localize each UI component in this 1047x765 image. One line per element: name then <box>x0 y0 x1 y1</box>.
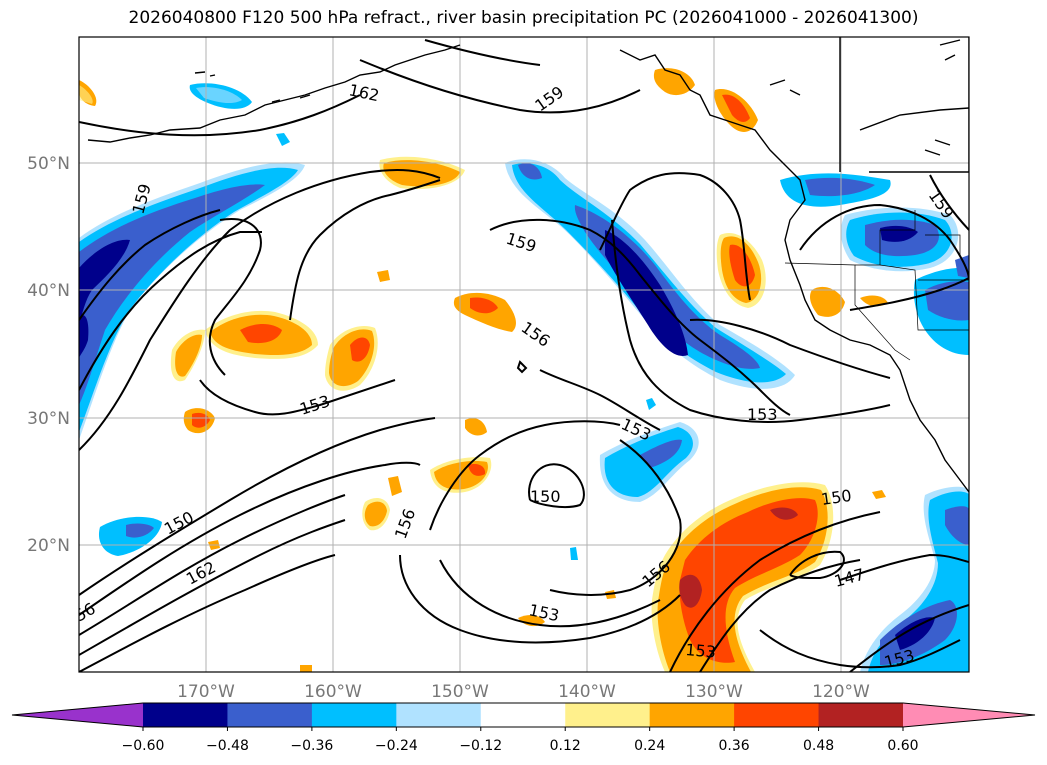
neg-patch-3b <box>126 523 154 538</box>
pos-patch-mid3c <box>350 337 370 362</box>
plot-frame <box>78 36 970 673</box>
pos-patch-mid1c <box>240 324 282 344</box>
colorbar <box>11 702 1036 731</box>
pos-patch-ak <box>653 68 695 96</box>
neg-patch-2 <box>276 133 290 146</box>
colorbar-swatch <box>734 703 820 727</box>
colorbar-tick-labels: −0.60 −0.48 −0.36 −0.24 −0.12 0.12 0.24 … <box>122 738 919 754</box>
neg-patch-8b <box>805 177 875 197</box>
contour-label: 150 <box>820 486 853 509</box>
neg-field-se-3 <box>945 506 969 545</box>
colorbar-tick-label: 0.60 <box>887 738 918 754</box>
colorbar-tick-label: −0.60 <box>122 738 165 754</box>
pos-patch-ne2 <box>810 286 845 317</box>
lat-label: 40°N <box>27 281 70 301</box>
neg-patch-1b <box>196 87 242 104</box>
neg-patch-11 <box>955 255 969 278</box>
colorbar-swatch <box>565 703 651 727</box>
colorbar-tick-label: −0.24 <box>375 738 418 754</box>
neg-patch-7 <box>570 547 578 560</box>
colorbar-extend-high <box>903 703 1035 727</box>
pos-patch-ne1c <box>729 244 755 287</box>
lon-label: 170°W <box>177 682 235 702</box>
pos-patch-mid4b <box>470 297 498 314</box>
contour-label: 153 <box>747 405 778 424</box>
pos-patch-mid5 <box>377 270 390 282</box>
colorbar-tick-label: −0.48 <box>206 738 249 754</box>
lat-axis-labels: 50°N 40°N 30°N 20°N <box>27 154 70 556</box>
refractivity-contours <box>79 39 969 672</box>
contour-label: 153 <box>685 640 717 662</box>
neg-field-west-4 <box>79 239 130 325</box>
colorbar-tick-label: 0.12 <box>550 738 581 754</box>
neg-field-se-5 <box>895 617 935 650</box>
neg-patch-6 <box>646 398 656 410</box>
pos-patch-mid14 <box>300 665 312 672</box>
lat-label: 30°N <box>27 409 70 429</box>
colorbar-swatch <box>311 703 397 727</box>
map-title: 2026040800 F120 500 hPa refract., river … <box>128 8 919 28</box>
lon-label: 120°W <box>812 682 870 702</box>
neg-patch-4 <box>518 163 542 180</box>
lon-label: 130°W <box>685 682 743 702</box>
lon-axis-labels: 170°W 160°W 150°W 140°W 130°W 120°W <box>177 682 870 702</box>
colorbar-tick-label: 0.36 <box>719 738 750 754</box>
pos-patch-mid8c <box>468 464 486 476</box>
lat-label: 20°N <box>27 536 70 556</box>
pos-patch-nw-b <box>79 85 93 104</box>
lon-label: 160°W <box>304 682 362 702</box>
neg-field-central-4 <box>605 230 688 356</box>
plot-area <box>79 37 969 672</box>
colorbar-extend-low <box>12 703 143 727</box>
pos-patch-se1 <box>872 490 886 499</box>
lat-label: 50°N <box>27 154 70 174</box>
pos-patch-mid2b <box>175 334 202 377</box>
state-borders <box>784 210 969 361</box>
neg-field-west-3 <box>79 184 265 405</box>
colorbar-swatch <box>396 703 482 727</box>
colorbar-tick-label: 0.48 <box>803 738 834 754</box>
pos-patch-mid10b <box>364 501 387 527</box>
neg-field-west-5 <box>79 315 89 358</box>
colorbar-tick-label: 0.24 <box>634 738 665 754</box>
neg-patch-5c <box>640 439 682 468</box>
pos-field-se-5 <box>770 507 798 520</box>
pos-patch-mid7 <box>465 418 487 436</box>
colorbar-swatch <box>143 703 228 727</box>
precip-fields <box>79 68 969 672</box>
lon-label: 140°W <box>558 682 616 702</box>
colorbar-swatch <box>227 703 313 727</box>
colorbar-tick-label: −0.12 <box>459 738 502 754</box>
contour-label: 150 <box>530 487 561 506</box>
colorbar-swatch <box>818 703 904 727</box>
pos-field-se-4 <box>679 574 702 608</box>
pos-patch-mid9 <box>388 476 402 496</box>
colorbar-tick-label: −0.36 <box>290 738 333 754</box>
colorbar-swatch <box>649 703 735 727</box>
lon-label: 150°W <box>431 682 489 702</box>
colorbar-swatch <box>480 703 566 727</box>
pos-patch-ak-2b <box>722 94 750 122</box>
